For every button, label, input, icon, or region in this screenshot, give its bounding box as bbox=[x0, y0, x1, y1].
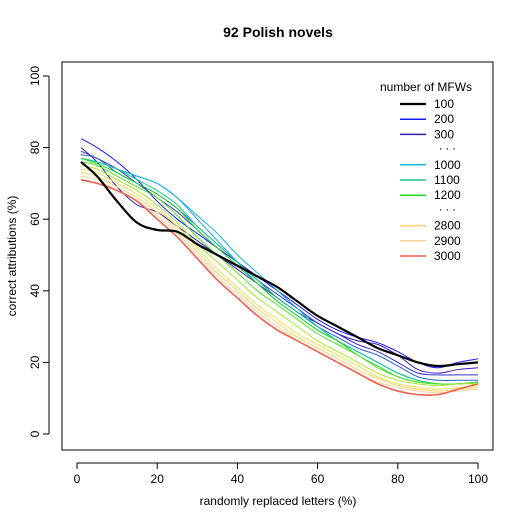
series-line-2900 bbox=[80, 175, 479, 394]
series-line-400 bbox=[80, 150, 478, 376]
y-tick-label: 0 bbox=[28, 430, 42, 437]
series-line-100 bbox=[80, 161, 479, 368]
x-tick-label: 0 bbox=[74, 472, 81, 486]
legend-label: 1100 bbox=[434, 173, 460, 187]
legend-title: number of MFWs bbox=[380, 80, 472, 94]
legend-label: 1200 bbox=[434, 188, 461, 202]
chart-title: 92 Polish novels bbox=[223, 24, 333, 40]
series-line-1800 bbox=[80, 165, 479, 387]
series-line-1100 bbox=[80, 157, 479, 385]
x-tick-label: 80 bbox=[391, 472, 405, 486]
legend-label: 300 bbox=[434, 127, 454, 141]
x-tick-label: 20 bbox=[151, 472, 165, 486]
legend-label: 200 bbox=[434, 112, 454, 126]
x-axis-label: randomly replaced letters (%) bbox=[200, 494, 357, 508]
legend-label: 3000 bbox=[434, 249, 461, 263]
legend-label: 100 bbox=[434, 97, 454, 111]
legend-label: 2900 bbox=[434, 234, 461, 248]
x-tick-label: 100 bbox=[468, 472, 488, 486]
legend-label: 2800 bbox=[434, 219, 461, 233]
legend-label: 1000 bbox=[434, 158, 461, 172]
series-line-2800 bbox=[80, 172, 479, 392]
series-line-1400 bbox=[80, 161, 479, 385]
legend-ellipsis: . . . bbox=[439, 139, 456, 153]
legend-ellipsis: . . . bbox=[439, 199, 456, 213]
series-line-2200 bbox=[80, 168, 479, 390]
series-line-200 bbox=[80, 138, 479, 369]
y-axis-label: correct attributions (%) bbox=[5, 196, 19, 317]
x-tick-label: 60 bbox=[311, 472, 325, 486]
y-tick-label: 40 bbox=[28, 284, 42, 298]
plot-frame bbox=[61, 61, 494, 451]
series-layer bbox=[80, 138, 479, 396]
series-line-3000 bbox=[80, 179, 479, 396]
y-tick-label: 80 bbox=[28, 141, 42, 155]
y-tick-label: 60 bbox=[28, 212, 42, 226]
y-tick-label: 20 bbox=[28, 355, 42, 369]
y-tick-label: 100 bbox=[28, 66, 42, 86]
x-tick-label: 40 bbox=[231, 472, 245, 486]
